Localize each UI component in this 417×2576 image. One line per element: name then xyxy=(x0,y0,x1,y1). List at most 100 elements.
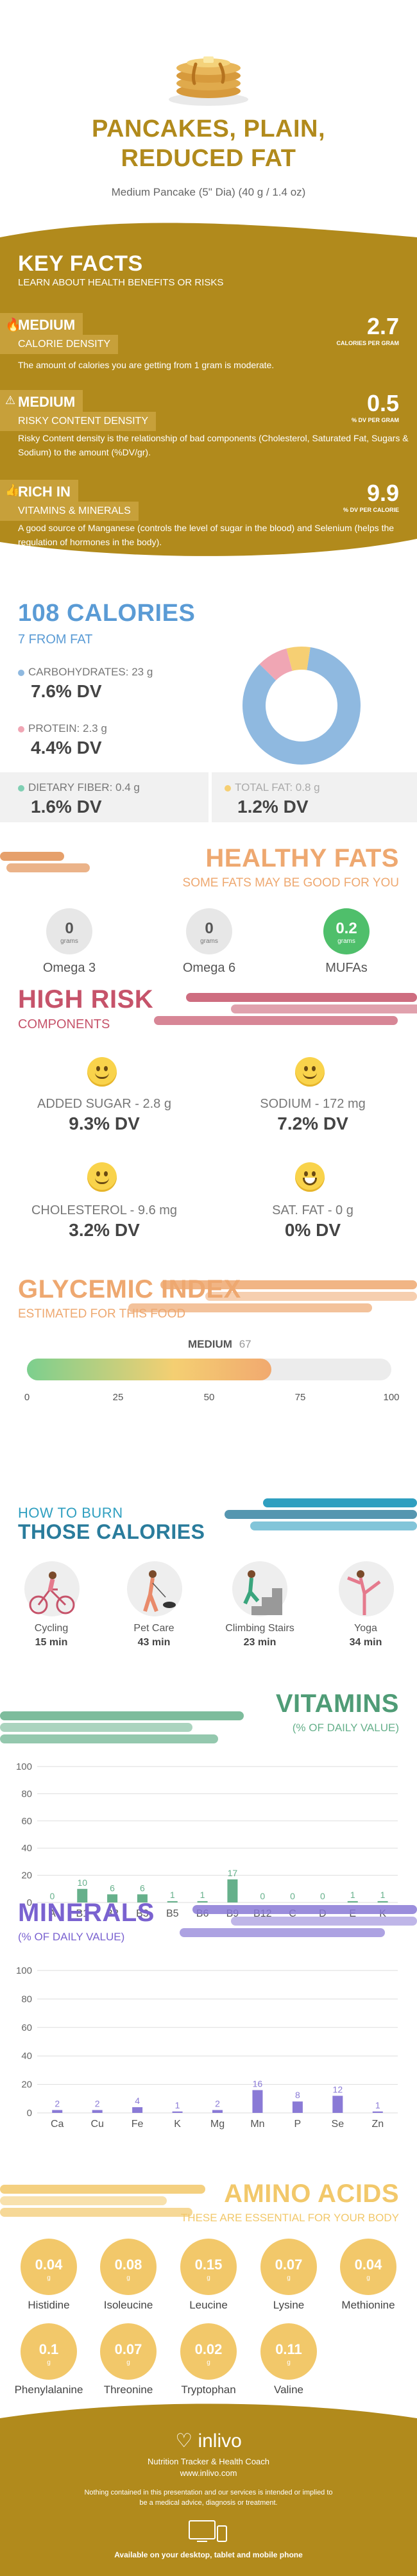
minerals-bar-Zn xyxy=(372,2111,383,2113)
minerals-value-label: 2 xyxy=(55,2099,60,2109)
burn-activity-name: Climbing Stairs xyxy=(225,1623,294,1634)
key-facts-subtitle: LEARN ABOUT HEALTH BENEFITS OR RISKS xyxy=(18,277,224,288)
amino-name: Isoleucine xyxy=(103,2299,153,2311)
minerals-bar-Cu xyxy=(92,2110,103,2113)
glycemic-scale-fill xyxy=(27,1359,271,1380)
calories-from-fat: 7 FROM FAT xyxy=(18,632,93,647)
vitamins-value-label: 1 xyxy=(380,1890,386,1900)
vitamins-x-tick-label: B1 xyxy=(76,1908,89,1919)
minerals-title: MINERALS xyxy=(18,1899,155,1927)
minerals-value-label: 16 xyxy=(253,2078,263,2089)
fact-label: VITAMINS & MINERALS xyxy=(0,502,139,521)
burn-activity-time: 15 min xyxy=(35,1637,68,1648)
burn-activity-name: Pet Care xyxy=(133,1623,174,1634)
item-dv: 4.4% DV xyxy=(31,738,102,758)
vitamins-x-tick-label: B5 xyxy=(166,1908,179,1919)
omega6-circle: 0 grams xyxy=(186,908,232,954)
vitamins-y-tick-label: 80 xyxy=(21,1788,32,1799)
amino-value: 0.11 xyxy=(275,2341,302,2357)
cholesterol-dv: 3.2% DV xyxy=(69,1220,140,1240)
amino-name: Valine xyxy=(274,2384,303,2396)
footer-url[interactable]: www.inlivo.com xyxy=(180,2468,237,2478)
sat-fat-grin-icon xyxy=(295,1162,325,1192)
cholesterol-label: CHOLESTEROL - 9.6 mg xyxy=(31,1203,178,1217)
item-dv: 1.2% DV xyxy=(237,797,309,817)
amino-unit: g xyxy=(207,2359,210,2366)
minerals-bar-chart: 0 20 40 60 80 100 2 Ca 2 Cu 4 Fe 1 K 2 Mg 16 Mn 8 P 12 Se 1 Zn xyxy=(16,1965,398,2130)
amino-value: 0.02 xyxy=(194,2341,223,2357)
minerals-x-tick-label: Mn xyxy=(250,2119,264,2130)
minerals-x-tick-label: Cu xyxy=(90,2119,103,2130)
vitamins-value-label: 0 xyxy=(320,1891,325,1901)
footer-disclaimer: Nothing contained in this presentation a… xyxy=(84,2489,333,2507)
donut-slice-fat xyxy=(286,647,311,672)
fact-risky-content-density: ⚠ MEDIUM RISKY CONTENT DENSITY 0.5 % DV … xyxy=(0,390,417,467)
burn-title-line-2: THOSE CALORIES xyxy=(18,1520,205,1543)
amino-title: AMINO ACIDS xyxy=(224,2180,399,2208)
minerals-y-tick-label: 100 xyxy=(16,1965,32,1976)
calories-title: 108 CALORIES xyxy=(18,600,196,627)
vitamins-value-label: 0 xyxy=(260,1891,265,1901)
minerals-y-tick-label: 80 xyxy=(21,1994,32,2004)
minerals-x-tick-label: P xyxy=(294,2119,302,2130)
key-facts-title: KEY FACTS xyxy=(18,251,143,276)
amino-tryptophan-badge: 0.02 g xyxy=(180,2323,237,2380)
burn-activity-time: 43 min xyxy=(137,1637,171,1648)
calories-item-protein: PROTEIN: 2.3 g 4.4% DV xyxy=(0,722,212,761)
vitamins-value-label: 1 xyxy=(350,1890,355,1900)
glycemic-title: GLYCEMIC INDEX xyxy=(18,1275,241,1303)
minerals-bar-Ca xyxy=(52,2110,63,2113)
vitamins-value-label: 6 xyxy=(110,1883,115,1893)
minerals-y-tick-label: 60 xyxy=(21,2022,32,2033)
item-label: CARBOHYDRATES: 23 g xyxy=(28,666,153,678)
minerals-y-tick-label: 40 xyxy=(21,2051,32,2062)
burn-item-pet-care: Pet Care 43 min xyxy=(122,1561,186,1657)
fact-unit: % DV PER CALORIE xyxy=(343,507,399,513)
amino-value: 0.08 xyxy=(114,2257,142,2273)
minerals-value-label: 2 xyxy=(215,2099,220,2109)
fact-label: RISKY CONTENT DENSITY xyxy=(0,412,156,431)
minerals-bar-P xyxy=(292,2101,303,2113)
footer-logo[interactable]: ♡ inlivo xyxy=(0,2430,417,2452)
sodium-label: SODIUM - 172 mg xyxy=(260,1097,366,1111)
glycemic-tick-label: 50 xyxy=(203,1392,215,1403)
added-sugar-label: ADDED SUGAR - 2.8 g xyxy=(37,1097,171,1111)
fact-text: Risky Content density is the relationshi… xyxy=(18,433,409,457)
fiber-dot xyxy=(18,784,24,792)
minerals-value-label: 8 xyxy=(295,2090,300,2100)
vitamins-y-tick-label: 100 xyxy=(16,1761,32,1772)
amino-isoleucine-badge: 0.08 g xyxy=(100,2239,157,2295)
brand-name: inlivo xyxy=(198,2430,242,2452)
minerals-y-tick-label: 20 xyxy=(21,2080,32,2090)
minerals-bar-Se xyxy=(332,2096,343,2113)
item-dv: 7.6% DV xyxy=(31,681,102,701)
sat-fat-dv: 0% DV xyxy=(284,1220,341,1240)
burn-item-cycling: Cycling 15 min xyxy=(19,1561,83,1657)
item-label: PROTEIN: 2.3 g xyxy=(28,722,107,734)
sodium-smile-icon xyxy=(295,1057,325,1087)
vitamins-value-label: 1 xyxy=(170,1890,175,1900)
minerals-value-label: 1 xyxy=(175,2100,180,2110)
glycemic-tick-label: 0 xyxy=(24,1392,30,1403)
calories-item-carbohydrates: CARBOHYDRATES: 23 g 7.6% DV xyxy=(0,666,212,704)
minerals-x-tick-label: Mg xyxy=(210,2119,225,2130)
glycemic-value: 67 xyxy=(239,1338,251,1350)
item-label: TOTAL FAT: 0.8 g xyxy=(235,781,320,793)
vitamins-bar-B9 xyxy=(227,1879,238,1902)
amino-value: 0.15 xyxy=(194,2257,223,2273)
amino-name: Threonine xyxy=(103,2384,153,2396)
high-risk-title: HIGH RISK xyxy=(18,985,154,1013)
vitamins-bar-B2 xyxy=(107,1894,118,1902)
calories-item-fat: TOTAL FAT: 0.8 g 1.2% DV xyxy=(212,772,417,822)
minerals-x-tick-label: Fe xyxy=(132,2119,144,2130)
mufas-value: 0.2 xyxy=(336,920,357,937)
mufas-label: MUFAs xyxy=(325,961,368,975)
pet-care-icon xyxy=(143,1570,176,1613)
amino-name: Leucine xyxy=(189,2299,228,2311)
fact-value: 2.7 xyxy=(366,313,399,339)
amino-histidine-badge: 0.04 g xyxy=(21,2239,77,2295)
minerals-bar-Mn xyxy=(252,2090,263,2113)
climbing-stairs-icon xyxy=(243,1570,282,1615)
amino-unit: g xyxy=(47,2359,51,2366)
